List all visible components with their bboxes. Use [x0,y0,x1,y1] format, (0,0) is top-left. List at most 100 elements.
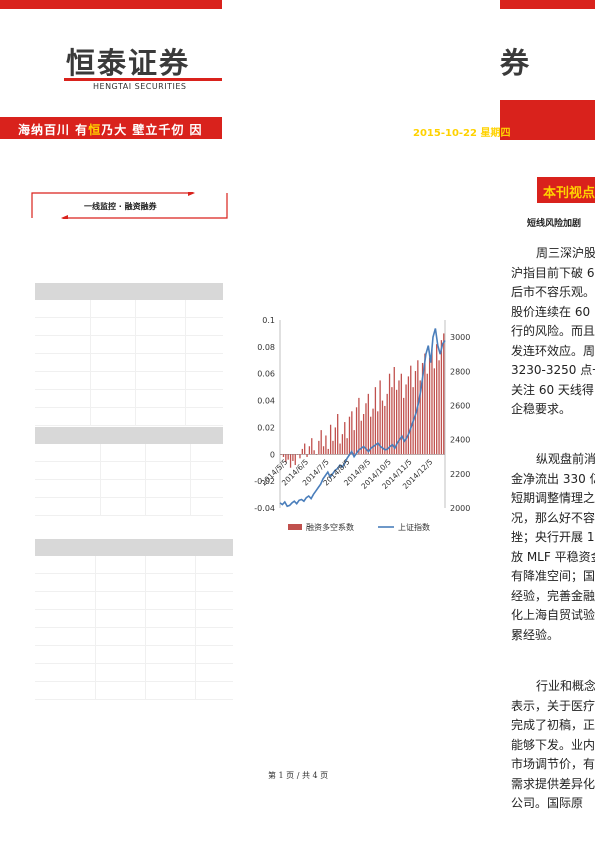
paragraph-line: 况，那么好不容 [511,510,595,525]
paragraph-line: 市场调节价，有 [511,757,595,771]
paragraph-line: 表示，关于医疗 [511,698,595,713]
section-header-bar [537,177,595,203]
chart-bar [337,414,339,455]
monitor-label: 一线监控 · 融资融券 [84,202,157,211]
article-subtitle: 短线风险加剧 [527,219,582,229]
chart-bar [384,405,386,455]
chart-bar [348,416,351,455]
chart-bar [301,448,303,455]
paragraph-line: 沪指目前下破 6 [511,265,595,280]
paragraph-line: 有降准空间；国 [511,569,595,583]
chart-bar [358,397,360,455]
table-row [35,408,223,426]
chart-bar [311,438,313,455]
paragraph-line: 行业和概念 [536,679,595,693]
table-row [35,682,233,700]
chart-bar [318,440,320,455]
chart-bar [388,373,391,455]
chart-bar [322,446,325,455]
chart-bar [426,373,428,455]
monitor-arrow-frame [31,192,228,219]
chart-right-tick-label: 2200 [450,470,470,479]
chart-bar [410,365,412,455]
chart-bar [304,443,306,455]
chart-bar [344,422,346,455]
paragraph-line: 发连环效应。周 [511,343,595,358]
chart-bar [282,454,285,457]
chart-bar [374,387,377,455]
paragraph-1: 周三深沪股 沪指目前下破 6 后市不容乐观。 股价连续在 60 行的风险。而且 发连环效… [511,244,595,420]
chart-bar [365,403,367,455]
chart-left-tick-label: 0.02 [257,423,275,432]
paragraph-line: 3230-3250 点一 [511,363,595,377]
chart-bar [391,387,393,455]
table-row [35,390,223,408]
issue-date: 2015-10-22 星期四 [413,128,511,139]
paragraph-line: 经验，完善金融 [511,588,595,603]
chart-legend-label: 上证指数 [398,522,430,532]
right-logo-fragment: 券 [500,46,530,80]
table-row [35,592,233,610]
table-row [35,354,223,372]
chart-bar [424,353,426,455]
chart-bar [379,380,381,455]
chart-bar [287,454,289,460]
table-row [35,444,223,462]
chart-bar [315,454,318,455]
table-row [35,664,233,682]
table-row [35,336,223,354]
table-header [35,539,233,556]
chart-bar [428,357,431,455]
chart-bar [367,393,369,455]
paragraph-line: 放 MLF 平稳资金 [511,549,595,564]
chart-bar [334,427,336,455]
slogan: 海纳百川 有恒乃大 壁立千仞 因 [18,123,203,137]
chart-bar [443,333,445,455]
table-row [35,646,233,664]
chart-bar [393,367,395,455]
logo-underline [64,78,222,81]
chart-bar [436,344,438,455]
paragraph-line: 能够下发。业内 [511,737,595,752]
paragraph-line: 企稳要求。 [511,402,572,416]
chart-bar [386,393,388,455]
chart-bar [421,362,424,455]
paragraph-line: 金净流出 330 亿 [511,471,595,486]
chart-right-tick-label: 3000 [450,333,470,342]
paragraph-2: 纵观盘前消 金净流出 330 亿短期调整情理之 况，那么好不容 挫；央行开展 1 放 M… [511,450,595,645]
chart-left-tick-label: -0.04 [254,504,275,513]
chart-left-tick-label: 0.08 [257,343,275,352]
paragraph-line: 股价连续在 60 [511,304,591,319]
paragraph-line: 周三深沪股 [536,246,595,260]
logo-chinese: 恒泰证券 [66,46,191,80]
table-row [35,574,233,592]
chart-right-tick-label: 2000 [450,504,470,513]
paragraph-line: 公司。国际原 [511,796,584,810]
table-row [35,556,233,574]
chart-bar [299,454,301,459]
paragraph-3: 行业和概念 表示，关于医疗 完成了初稿，正 能够下发。业内 市场调节价，有 需求提供差异化… [511,677,595,814]
chart-bar [313,450,315,455]
chart-bar [327,448,329,455]
chart-left-tick-label: 0 [270,450,275,459]
slogan-bar [0,117,222,139]
chart-legend-swatch-bar [288,524,302,530]
data-table-2 [35,427,223,516]
paragraph-line: 完成了初稿，正 [511,718,595,732]
data-table-1 [35,283,223,426]
chart-bar [377,411,379,455]
table-row [35,610,233,628]
chart-bar [362,414,365,455]
chart-bar [306,454,308,457]
chart-bar [398,380,400,455]
table-row [35,300,223,318]
chart-bar [440,340,443,455]
table-row [35,498,223,516]
header-red-block [500,100,595,140]
chart-legend-label: 融资多空系数 [306,522,354,532]
section-title: 本刊视点 [543,186,595,201]
chart-bar [296,454,299,455]
chart-bar [308,446,311,455]
table-header [35,427,223,444]
chart-bar [433,368,435,455]
